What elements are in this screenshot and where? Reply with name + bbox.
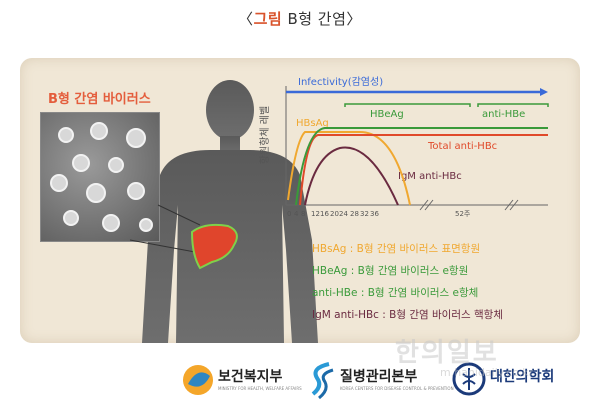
x-tick-label: 12 (311, 210, 320, 218)
virus-label: B형 간염 바이러스 (48, 92, 151, 107)
figure-title: 〈그림 B형 간염〉 (238, 10, 362, 28)
x-tick-label: 0 (287, 210, 291, 218)
axis-break (419, 199, 519, 211)
kcdc-logo-icon (311, 362, 334, 400)
x-tick-label: 36 (370, 210, 379, 218)
kma-logo-icon (452, 362, 486, 396)
infectivity-label: Infectivity(감염성) (298, 76, 383, 88)
mohw-subtitle: MINISTRY FOR HEALTH, WELFARE AFFAIRS (218, 386, 302, 391)
infectivity-arrowhead (540, 88, 548, 96)
hbeag-bracket (344, 103, 471, 107)
legend-item-hbsag: HBsAg : B형 간염 바이러스 표면항원 (312, 243, 481, 255)
x-tick-label: 52주 (455, 210, 471, 218)
series-label-hbeag: HBeAg (370, 109, 404, 120)
x-tick-label: 32 (360, 210, 369, 218)
total-anti-hbc-curve (299, 134, 548, 206)
x-tick-label: 8 (301, 210, 305, 218)
legend-item-igm-anti-hbc: IgM anti-HBc : B형 간염 바이러스 핵항체 (312, 309, 503, 321)
legend: HBsAg : B형 간염 바이러스 표면항원 HBeAg : B형 간염 바이… (312, 238, 503, 326)
series-label-hbsag: HBsAg (296, 118, 329, 129)
x-tick-label: 16 (320, 210, 329, 218)
series-label-anti-hbe: anti-HBe (482, 109, 525, 120)
hbsag-curve (287, 131, 411, 206)
series-label-total-anti-hbc: Total anti-HBc (427, 141, 497, 152)
x-tick-label: 24 (339, 210, 348, 218)
watermark: 한의일보 (395, 338, 499, 368)
igm-anti-hbc-curve (304, 146, 399, 206)
mohw-name: 보건복지부 (218, 369, 283, 385)
virus-particles (50, 122, 153, 232)
liver-icon (190, 223, 238, 270)
kcdc-subtitle: KOREA CENTERS FOR DISEASE CONTROL & PREV… (340, 386, 454, 391)
chart-ylabel: 항원항체 레벨 (259, 106, 271, 164)
kcdc-name: 질병관리본부 (340, 369, 418, 385)
series-label-igm-anti-hbc: IgM anti-HBc (398, 171, 462, 182)
legend-item-hbeag: HBeAg : B형 간염 바이러스 e항원 (312, 265, 469, 277)
mohw-logo-icon (183, 365, 213, 395)
hbeag-curve (295, 127, 548, 206)
kma-name: 대한의학회 (490, 369, 555, 385)
x-tick-label: 28 (350, 210, 359, 218)
anti-hbe-bracket (477, 103, 549, 107)
virus-micrograph (40, 112, 160, 242)
legend-item-anti-hbe: anti-HBe : B형 간염 바이러스 e항체 (312, 287, 479, 299)
title-highlight: 그림 (253, 10, 283, 28)
x-tick-label: 20 (330, 210, 339, 218)
x-tick-label: 4 (294, 210, 299, 218)
watermark-url: m.hanidaily.co.kr (440, 366, 534, 379)
logo-bar: 보건복지부 MINISTRY FOR HEALTH, WELFARE AFFAI… (0, 350, 600, 410)
title-text: B형 간염 (287, 10, 347, 28)
